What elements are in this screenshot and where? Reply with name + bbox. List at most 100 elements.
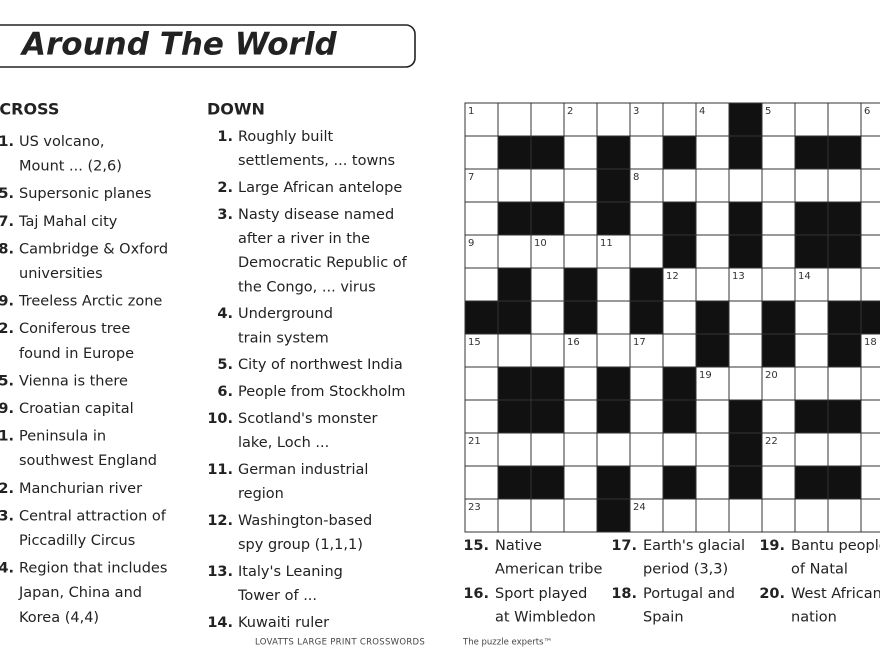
white-cell (761, 465, 796, 500)
white-cell (860, 366, 880, 401)
clue-text: Japan, China and (18, 585, 142, 601)
white-cell (596, 333, 631, 368)
black-cell (794, 465, 829, 500)
black-cell (827, 234, 862, 269)
down-heading: DOWN (207, 100, 265, 119)
clue-text: Supersonic planes (19, 186, 152, 202)
cell-number: 9 (468, 238, 474, 249)
black-cell (596, 201, 631, 236)
white-cell (464, 135, 499, 170)
clue-text: Region that includes (19, 561, 167, 577)
clue-number: 13. (207, 564, 233, 580)
white-cell (695, 102, 730, 137)
white-cell (497, 333, 532, 368)
clue-number: 19. (759, 538, 785, 554)
clue-text: Italy's Leaning (238, 564, 343, 580)
black-cell (596, 135, 631, 170)
white-cell (629, 366, 664, 401)
white-cell (827, 168, 862, 203)
white-cell (497, 498, 532, 533)
clue-text: Central attraction of (19, 508, 167, 524)
clue-text: Piccadilly Circus (19, 533, 135, 549)
clue-number: 9. (0, 294, 14, 310)
black-cell (497, 465, 532, 500)
white-cell (596, 102, 631, 137)
white-cell (464, 201, 499, 236)
white-cell (695, 267, 730, 302)
white-cell (695, 498, 730, 533)
black-cell (530, 135, 565, 170)
clue-text: of Natal (791, 562, 848, 578)
black-cell (497, 366, 532, 401)
cell-number: 10 (534, 238, 547, 249)
footer-brand: LOVATTS LARGE PRINT CROSSWORDS (255, 638, 425, 648)
clue-text: People from Stockholm (238, 384, 405, 400)
white-cell (860, 168, 880, 203)
clue-text: nation (791, 610, 837, 626)
white-cell (695, 201, 730, 236)
white-cell (530, 432, 565, 467)
black-cell (827, 300, 862, 335)
white-cell (794, 300, 829, 335)
clue-number: 15. (0, 373, 14, 389)
black-cell (827, 201, 862, 236)
white-cell (464, 234, 499, 269)
clue-text: Spain (643, 610, 684, 626)
clue-text: Treeless Arctic zone (18, 294, 162, 310)
clue-text: Underground (238, 306, 333, 322)
clue-number: 15. (463, 538, 489, 554)
clue-text: at Wimbledon (495, 610, 596, 626)
white-cell (596, 234, 631, 269)
white-cell (728, 498, 763, 533)
white-cell (761, 135, 796, 170)
black-cell (563, 267, 598, 302)
clue-text: Manchurian river (19, 481, 142, 497)
white-cell (827, 432, 862, 467)
clue-text: American tribe (495, 562, 602, 578)
clue-text: Roughly built (238, 129, 334, 145)
clue-text: Croatian capital (19, 401, 134, 417)
white-cell (695, 465, 730, 500)
clue-text: Scotland's monster (238, 411, 378, 427)
black-cell (728, 234, 763, 269)
white-cell (464, 366, 499, 401)
white-cell (629, 465, 664, 500)
clue-number: 12. (0, 321, 14, 337)
black-cell (794, 135, 829, 170)
white-cell (761, 399, 796, 434)
clue-text: German industrial (238, 462, 368, 478)
clue-number: 17. (611, 538, 637, 554)
cell-number: 4 (699, 106, 705, 117)
clue-text: Korea (4,4) (19, 610, 99, 626)
clue-number: 14. (207, 615, 233, 631)
black-cell (497, 135, 532, 170)
black-cell (794, 201, 829, 236)
clue-text: Mount ... (2,6) (19, 159, 122, 175)
white-cell (563, 465, 598, 500)
white-cell (794, 102, 829, 137)
black-cell (563, 300, 598, 335)
clue-text: Washington-based (238, 513, 372, 529)
black-cell (827, 465, 862, 500)
white-cell (695, 399, 730, 434)
clue-text: Bantu people (791, 538, 880, 554)
clue-text: Nasty disease named (238, 207, 394, 223)
white-cell (695, 234, 730, 269)
white-cell (794, 267, 829, 302)
clue-number: 5. (217, 357, 233, 373)
white-cell (530, 333, 565, 368)
white-cell (464, 333, 499, 368)
clue-number: 11. (207, 462, 233, 478)
cell-number: 16 (567, 337, 580, 348)
cell-number: 20 (765, 370, 778, 381)
clue-number: 1. (0, 134, 14, 150)
white-cell (464, 267, 499, 302)
clue-text: region (238, 486, 284, 502)
white-cell (662, 432, 697, 467)
white-cell (827, 366, 862, 401)
cell-number: 12 (666, 271, 679, 282)
black-cell (596, 399, 631, 434)
